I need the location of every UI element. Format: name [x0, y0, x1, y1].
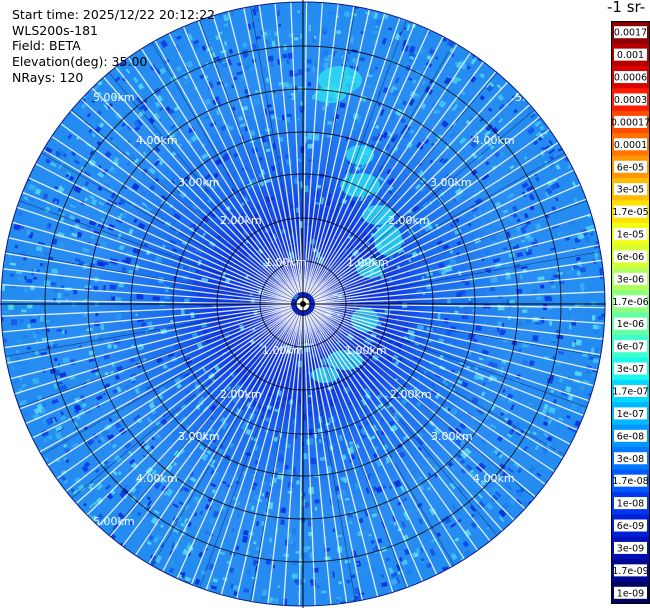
range-labels: 1.00km 1.00km 1.00km 1.00km 2.00km 2.00km 2.00…: [93, 91, 557, 528]
colorbar-label: 0.0006: [614, 73, 647, 84]
colorbar-label-bg: [614, 272, 647, 285]
range-label: 3.00km: [178, 430, 220, 443]
colorbar-label-bg: [614, 564, 647, 577]
range-label: 5.00km: [93, 91, 135, 104]
range-label: 3.00km: [430, 176, 472, 189]
ray-gaps: [1, 2, 605, 606]
range-label: 1.00km: [345, 344, 387, 357]
colorbar-label-bg: [614, 452, 647, 465]
range-label: 1.00km: [347, 256, 389, 269]
colorbar-label: 6e-05: [617, 162, 644, 173]
colorbar-label-bg: [614, 474, 647, 487]
range-label: 3.00km: [178, 176, 220, 189]
colorbar-label-bg: [614, 586, 647, 599]
elevation-text: Elevation(deg): 35.00: [12, 54, 148, 69]
colorbar-label: 6e-09: [617, 521, 644, 532]
colorbar-label: 3e-08: [617, 454, 644, 465]
colorbar-label-bg: [614, 71, 647, 84]
colorbar-label: 1.7e-08: [612, 476, 648, 487]
colorbar-label-bg: [614, 183, 647, 196]
colorbar-label-bg: [614, 115, 647, 128]
colorbar-label: 3e-06: [617, 274, 644, 285]
colorbar-label-bg: [614, 250, 647, 263]
colorbar-label-bg: [614, 228, 647, 241]
colorbar-label: 1.7e-05: [612, 207, 648, 218]
colorbar-label-bg: [614, 160, 647, 173]
range-label: 1.00km: [262, 344, 304, 357]
colorbar-label: 6e-06: [617, 252, 644, 263]
colorbar-label: 0.0001: [614, 140, 647, 151]
colorbar-label: 3e-07: [617, 364, 644, 375]
nrays-text: NRays: 120: [12, 70, 84, 85]
start-time-text: Start time: 2025/12/22 20:12:22: [12, 7, 216, 22]
colorbar-label: 0.00017: [611, 117, 650, 128]
colorbar-label: 1e-08: [617, 499, 644, 510]
colorbar-label: 3e-05: [617, 185, 644, 196]
colorbar-label: 0.0003: [614, 95, 647, 106]
colorbar-label: 1e-06: [617, 319, 644, 330]
colorbar-label: 1.7e-06: [612, 297, 648, 308]
colorbar-label: 1e-07: [617, 409, 644, 420]
colorbar-label: 6e-08: [617, 431, 644, 442]
colorbar-label-bg: [614, 26, 647, 39]
colorbar-label: 1.7e-09: [612, 566, 648, 577]
colorbar-label: 1e-09: [617, 588, 644, 599]
range-label: 4.00km: [136, 472, 178, 485]
colorbar-label-bg: [614, 205, 647, 218]
range-label: 3.00km: [431, 430, 473, 443]
range-label: 4.00km: [136, 134, 178, 147]
range-label: 2.00km: [220, 388, 262, 401]
range-label: 2.00km: [220, 214, 262, 227]
range-label: 5.00km: [93, 515, 135, 528]
range-label: 5.00km: [515, 91, 557, 104]
colorbar-label: 3e-09: [617, 543, 644, 554]
colorbar-label: 0.0017: [614, 28, 647, 39]
range-label: 4.00km: [473, 134, 515, 147]
range-label: 1.00km: [265, 256, 307, 269]
colorbar-title: -1 sr-: [607, 0, 646, 16]
colorbar-label-bg: [614, 317, 647, 330]
colorbar-label: 0.001: [617, 50, 644, 61]
colorbar-label-bg: [614, 541, 647, 554]
range-label: 4.00km: [473, 472, 515, 485]
instrument-text: WLS200s-181: [12, 23, 98, 38]
colorbar-label-bg: [614, 295, 647, 308]
colorbar-label-bg: [614, 384, 647, 397]
colorbar-label-bg: [614, 340, 647, 353]
colorbar-label: 1e-05: [617, 230, 644, 241]
colorbar-label: 6e-07: [617, 342, 644, 353]
colorbar-label-bg: [614, 429, 647, 442]
colorbar-label-bg: [614, 138, 647, 151]
crosshair-axes: [0, 0, 606, 608]
colorbar-label-bg: [614, 362, 647, 375]
range-label: 5.00km: [515, 515, 557, 528]
range-label: 2.00km: [388, 214, 430, 227]
colorbar-label-bg: [614, 519, 647, 532]
radar-disc: 1.00km 1.00km 1.00km 1.00km 2.00km 2.00km 2.00…: [0, 0, 606, 608]
colorbar-label: 1.7e-07: [612, 386, 648, 397]
colorbar-label-bg: [614, 497, 647, 510]
colorbar-label-bg: [614, 93, 647, 106]
colorbar-label-bg: [614, 48, 647, 61]
colorbar-label-bg: [614, 407, 647, 420]
field-text: Field: BETA: [12, 38, 81, 53]
colorbar: 0.0017 0.001 0.0006 0.0003 0.00017 0.0001 6e-0…: [611, 21, 650, 604]
range-label: 2.00km: [390, 388, 432, 401]
